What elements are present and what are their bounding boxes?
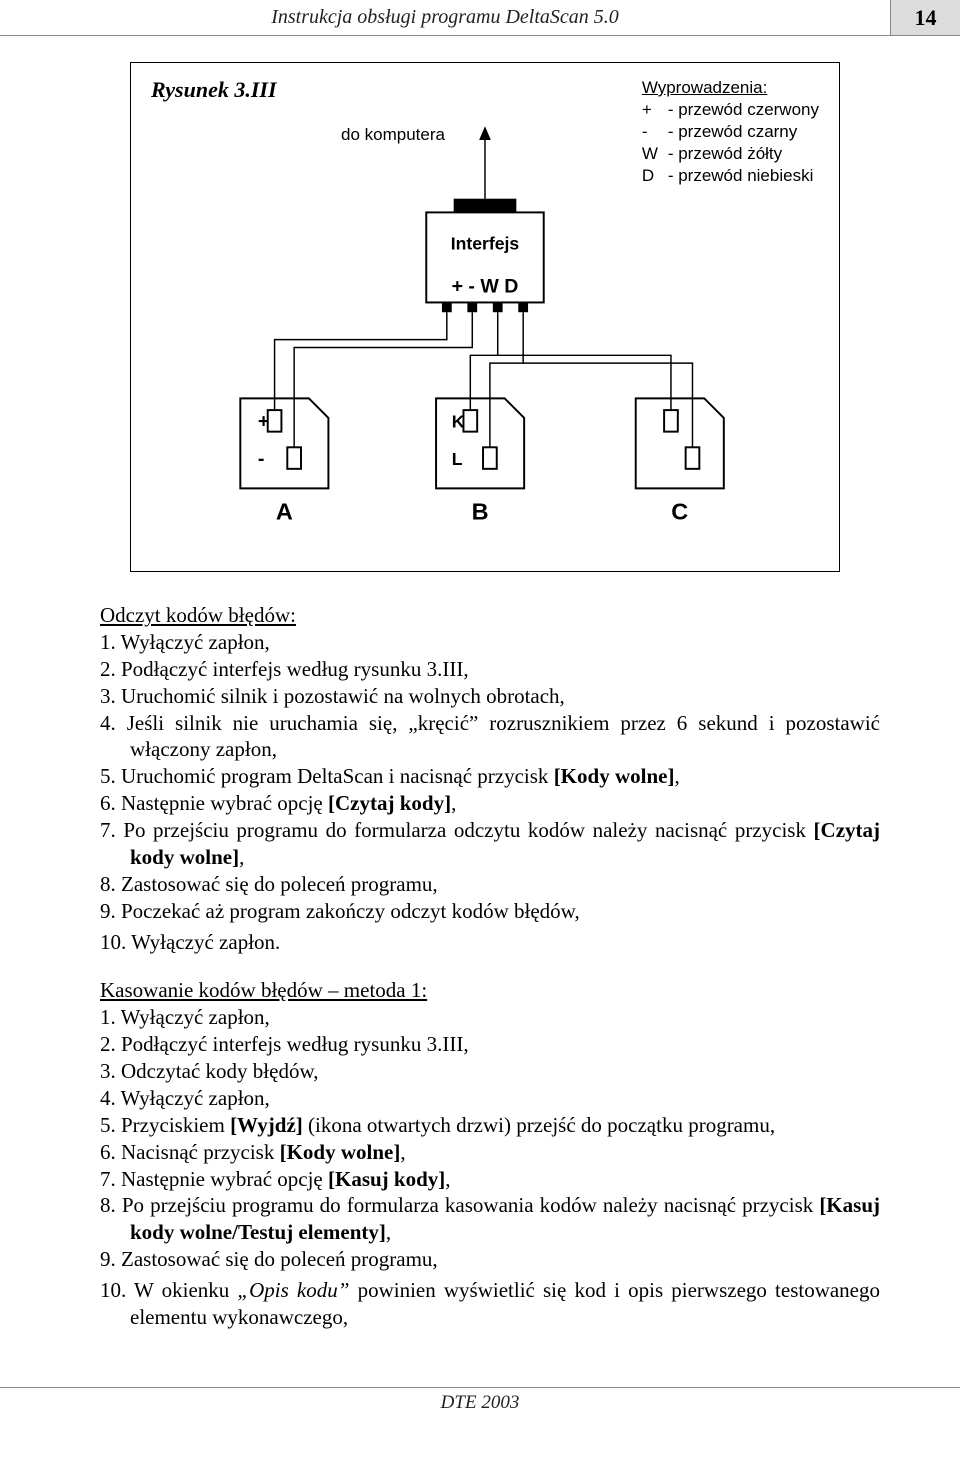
interface-label: Interfejs <box>451 234 520 254</box>
list-item: Wyłączyć zapłon, <box>100 1004 880 1031</box>
figure-box: Rysunek 3.III Wyprowadzenia: +- przewód … <box>130 62 840 572</box>
list-item: Zastosować się do poleceń programu, <box>100 1246 880 1273</box>
list-item: Odczytać kody błędów, <box>100 1058 880 1085</box>
list-item: Przyciskiem [Wyjdź] (ikona otwartych drz… <box>100 1112 880 1139</box>
list-item: Po przejściu programu do formularza kaso… <box>100 1192 880 1246</box>
list-item: Następnie wybrać opcję [Czytaj kody], <box>100 790 880 817</box>
list-item: Po przejściu programu do formularza odcz… <box>100 817 880 871</box>
section2-list: Wyłączyć zapłon, Podłączyć interfejs wed… <box>100 1004 880 1273</box>
list-item: Następnie wybrać opcję [Kasuj kody], <box>100 1166 880 1193</box>
page: Instrukcja obsługi programu DeltaScan 5.… <box>0 0 960 1418</box>
list-item: Wyłączyć zapłon, <box>100 629 880 656</box>
list-item-10: 10. Wyłączyć zapłon. <box>100 929 880 956</box>
list-item: Wyłączyć zapłon, <box>100 1085 880 1112</box>
svg-text:A: A <box>276 499 293 525</box>
list-item: Poczekać aż program zakończy odczyt kodó… <box>100 898 880 925</box>
list-item: Jeśli silnik nie uruchamia się, „kręcić”… <box>100 710 880 764</box>
page-header: Instrukcja obsługi programu DeltaScan 5.… <box>0 0 960 36</box>
svg-text:B: B <box>472 499 489 525</box>
list-item-10: 10. W okienku „Opis kodu” powinien wyświ… <box>100 1277 880 1331</box>
svg-text:C: C <box>671 499 688 525</box>
page-number: 14 <box>890 0 960 35</box>
list-item: Podłączyć interfejs według rysunku 3.III… <box>100 656 880 683</box>
svg-text:+: + <box>258 411 269 433</box>
interface-ports: + - W D <box>452 276 519 298</box>
svg-text:K: K <box>452 412 465 432</box>
section1-list: Wyłączyć zapłon, Podłączyć interfejs wed… <box>100 629 880 925</box>
list-item: Podłączyć interfejs według rysunku 3.III… <box>100 1031 880 1058</box>
list-item: Uruchomić program DeltaScan i nacisnąć p… <box>100 763 880 790</box>
svg-text:L: L <box>452 449 463 469</box>
header-title: Instrukcja obsługi programu DeltaScan 5.… <box>0 0 890 35</box>
section1-title: Odczyt kodów błędów: <box>100 602 880 629</box>
list-item: Uruchomić silnik i pozostawić na wolnych… <box>100 683 880 710</box>
body-content: Odczyt kodów błędów: Wyłączyć zapłon, Po… <box>0 602 960 1371</box>
svg-text:-: - <box>258 448 265 470</box>
list-item: Nacisnąć przycisk [Kody wolne], <box>100 1139 880 1166</box>
section2-title: Kasowanie kodów błędów – metoda 1: <box>100 977 880 1004</box>
footer: DTE 2003 <box>0 1387 960 1418</box>
figure-diagram: Interfejs + - W D + - A <box>131 93 839 553</box>
list-item: Zastosować się do poleceń programu, <box>100 871 880 898</box>
